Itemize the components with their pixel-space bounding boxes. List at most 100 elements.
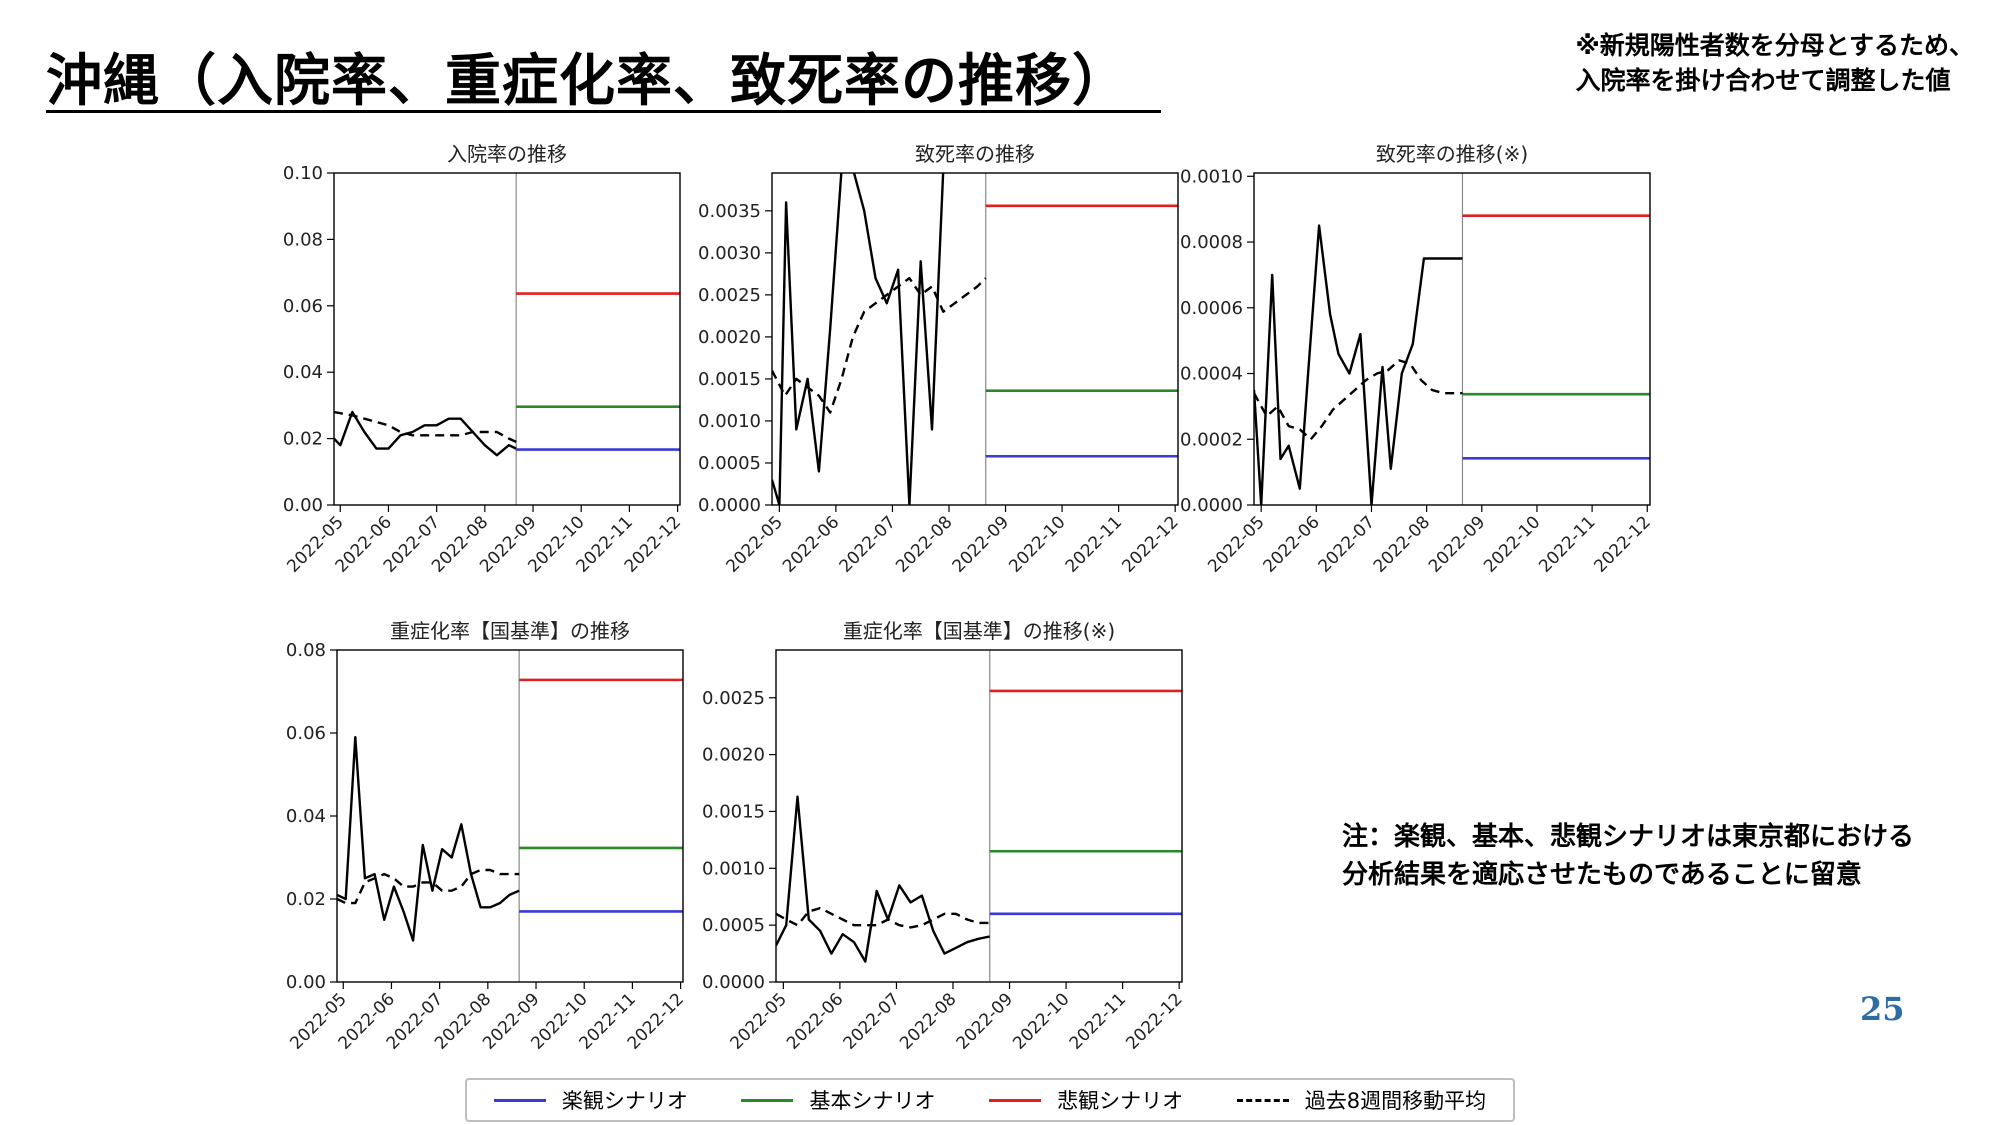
x-tick-label: 2022-05 <box>1204 512 1268 576</box>
y-tick-label: 0.0010 <box>1180 166 1243 187</box>
page-title: 沖縄（入院率、重症化率、致死率の推移） <box>46 49 1129 114</box>
series-actual <box>337 735 520 942</box>
y-tick-label: 0.0025 <box>698 285 761 306</box>
y-tick-label: 0.06 <box>286 723 326 744</box>
plot-frame <box>775 649 1183 983</box>
chart-title: 入院率の推移 <box>447 142 567 166</box>
y-tick-label: 0.0015 <box>698 369 761 390</box>
chart-title: 致死率の推移 <box>915 142 1035 166</box>
x-tick-label: 2022-05 <box>727 989 791 1053</box>
legend-swatch-pessimistic <box>989 1098 1042 1102</box>
legend-item-pessimistic: 悲観シナリオ <box>989 1085 1183 1115</box>
chart-hospitalization-rate: 入院率の推移0.000.020.040.060.080.102022-05202… <box>283 142 685 577</box>
y-tick-label: 0.0010 <box>698 411 761 432</box>
chart-severity-rate-adjusted: 重症化率【国基準】の推移(※) 0.0000 0.0005 0.0010 0.0015 0… <box>702 619 1187 1054</box>
plot-frame <box>1253 172 1651 506</box>
y-tick-label: 0.04 <box>283 362 323 383</box>
series-moving-average <box>1254 359 1463 441</box>
note-top-line-1: ※新規陽性者数を分母とするため、 <box>1575 31 1974 60</box>
x-tick-label: 2022-12 <box>1122 989 1186 1053</box>
y-tick-label: 0.00 <box>283 495 323 516</box>
x-tick-label: 2022-09 <box>949 512 1013 576</box>
x-tick-label: 2022-09 <box>953 989 1017 1053</box>
y-tick-label: 0.0005 <box>698 453 761 474</box>
title-underline <box>46 110 1161 113</box>
y-tick-label: 0.0030 <box>698 243 761 264</box>
y-tick-label: 0.00 <box>286 972 326 993</box>
x-tick-label: 2022-05 <box>723 512 787 576</box>
y-tick-label: 0.0020 <box>702 745 765 766</box>
legend-swatch-moving-average <box>1236 1098 1289 1102</box>
chart-fatality-rate: 致死率の推移 0.0000 0.0005 0.0010 0.0015 0.0020 0.00… <box>698 142 1183 577</box>
legend-label-optimistic: 楽観シナリオ <box>561 1089 688 1113</box>
chart-fatality-rate-adjusted: 致死率の推移(※) 0.0000 0.0002 0.0004 0.0006 0.0008 0… <box>1180 142 1655 577</box>
legend-item-base: 基本シナリオ <box>741 1085 935 1115</box>
chart-title: 重症化率【国基準】の推移(※) <box>843 619 1115 643</box>
legend-item-moving-average: 過去8週間移動平均 <box>1236 1085 1487 1115</box>
y-tick-label: 0.0005 <box>702 915 765 936</box>
y-tick-label: 0.06 <box>283 296 323 317</box>
x-tick-label: 2022-10 <box>1005 512 1069 576</box>
y-tick-label: 0.0015 <box>702 801 765 822</box>
y-tick-label: 0.0035 <box>698 201 761 222</box>
y-tick-label: 0.0006 <box>1180 298 1243 319</box>
note-bottom-line-1: 注：楽観、基本、悲観シナリオは東京都における <box>1342 822 1915 852</box>
y-tick-label: 0.10 <box>283 163 323 184</box>
chart-severity-rate: 重症化率【国基準】の推移0.000.020.040.060.082022-052… <box>286 619 688 1054</box>
x-tick-label: 2022-11 <box>1062 512 1126 576</box>
y-tick-label: 0.02 <box>286 889 326 910</box>
series-moving-average <box>772 276 987 414</box>
x-tick-label: 2022-06 <box>783 989 847 1053</box>
y-tick-label: 0.02 <box>283 429 323 450</box>
series-moving-average <box>337 868 520 905</box>
x-tick-label: 2022-12 <box>1118 512 1182 576</box>
x-tick-label: 2022-06 <box>779 512 843 576</box>
y-tick-label: 0.0000 <box>1180 495 1243 516</box>
chart-title: 致死率の推移(※) <box>1376 142 1528 166</box>
plot-frame <box>333 172 681 506</box>
x-tick-label: 2022-09 <box>1425 512 1489 576</box>
series-actual <box>776 795 990 963</box>
x-tick-label: 2022-12 <box>1590 512 1654 576</box>
series-moving-average <box>776 906 990 929</box>
y-tick-label: 0.0020 <box>698 327 761 348</box>
chart-title: 重症化率【国基準】の推移 <box>390 619 630 643</box>
series-actual <box>772 173 945 505</box>
y-tick-label: 0.0008 <box>1180 232 1243 253</box>
x-tick-label: 2022-10 <box>1009 989 1073 1053</box>
y-tick-label: 0.04 <box>286 806 326 827</box>
x-tick-label: 2022-07 <box>840 989 904 1053</box>
y-tick-label: 0.0004 <box>1180 364 1243 385</box>
x-tick-label: 2022-10 <box>1480 512 1544 576</box>
x-tick-label: 2022-08 <box>896 989 960 1053</box>
y-tick-label: 0.0010 <box>702 858 765 879</box>
x-tick-label: 2022-11 <box>1066 989 1130 1053</box>
x-tick-label: 2022-08 <box>892 512 956 576</box>
legend-label-base: 基本シナリオ <box>809 1089 936 1113</box>
x-tick-label: 2022-08 <box>1370 512 1434 576</box>
y-tick-label: 0.0000 <box>702 972 765 993</box>
note-top-line-2: 入院率を掛け合わせて調整した値 <box>1575 66 1951 95</box>
series-actual <box>1254 224 1463 505</box>
note-top: ※新規陽性者数を分母とするため、 入院率を掛け合わせて調整した値 <box>1575 28 1974 98</box>
plot-frame <box>336 649 684 983</box>
series-actual <box>334 410 517 457</box>
y-tick-label: 0.0025 <box>702 688 765 709</box>
x-tick-label: 2022-11 <box>1535 512 1599 576</box>
legend-label-pessimistic: 悲観シナリオ <box>1057 1089 1184 1113</box>
note-bottom-line-2: 分析結果を適応させたものであることに留意 <box>1342 860 1862 890</box>
plot-frame <box>771 172 1179 506</box>
legend-swatch-base <box>741 1098 794 1102</box>
y-tick-label: 0.08 <box>283 229 323 250</box>
y-tick-label: 0.0002 <box>1180 429 1243 450</box>
x-tick-label: 2022-07 <box>1315 512 1379 576</box>
x-tick-label: 2022-07 <box>836 512 900 576</box>
legend-swatch-optimistic <box>493 1098 546 1102</box>
note-bottom: 注：楽観、基本、悲観シナリオは東京都における 分析結果を適応させたものであること… <box>1342 818 1914 894</box>
y-tick-label: 0.08 <box>286 640 326 661</box>
legend-label-moving-average: 過去8週間移動平均 <box>1304 1089 1487 1113</box>
x-tick-label: 2022-06 <box>1259 512 1323 576</box>
legend-item-optimistic: 楽観シナリオ <box>493 1085 688 1115</box>
series-moving-average <box>334 410 517 443</box>
legend: 楽観シナリオ 基本シナリオ 悲観シナリオ 過去8週間移動平均 <box>465 1078 1515 1122</box>
